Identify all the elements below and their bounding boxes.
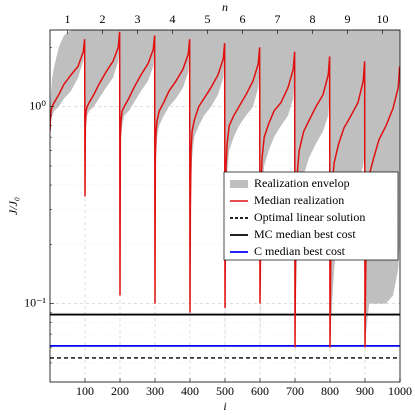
x2-tick-label: 1 — [65, 12, 71, 26]
x-tick-label: 300 — [146, 384, 164, 398]
y-axis-label: J/J₀ — [6, 197, 20, 215]
x-tick-label: 800 — [321, 384, 339, 398]
legend-label: MC median best cost — [254, 227, 356, 241]
x-tick-label: 200 — [111, 384, 129, 398]
x2-tick-label: 5 — [205, 12, 211, 26]
legend-label: C median best cost — [254, 244, 346, 258]
x2-tick-label: 8 — [310, 12, 316, 26]
y-tick-label: 10⁰ — [29, 98, 46, 112]
x-tick-label: 900 — [356, 384, 374, 398]
x-tick-label: 1000 — [388, 384, 412, 398]
x-axis-label: i — [223, 399, 226, 413]
x2-axis-label: n — [222, 0, 228, 14]
x-tick-label: 100 — [76, 384, 94, 398]
legend-swatch — [230, 180, 248, 188]
x2-tick-label: 6 — [240, 12, 246, 26]
x-tick-label: 700 — [286, 384, 304, 398]
x-tick-label: 600 — [251, 384, 269, 398]
x2-tick-label: 3 — [135, 12, 141, 26]
legend-box — [223, 171, 399, 261]
x-tick-label: 500 — [216, 384, 234, 398]
x2-tick-label: 9 — [345, 12, 351, 26]
y-tick-label: 10⁻¹ — [24, 295, 46, 309]
legend-label: Realization envelop — [254, 176, 350, 190]
x2-tick-label: 7 — [275, 12, 281, 26]
x2-tick-label: 10 — [377, 12, 389, 26]
legend-label: Optimal linear solution — [254, 210, 365, 224]
x-tick-label: 400 — [181, 384, 199, 398]
x2-tick-label: 4 — [170, 12, 176, 26]
legend-label: Median realization — [254, 193, 344, 207]
x2-tick-label: 2 — [100, 12, 106, 26]
